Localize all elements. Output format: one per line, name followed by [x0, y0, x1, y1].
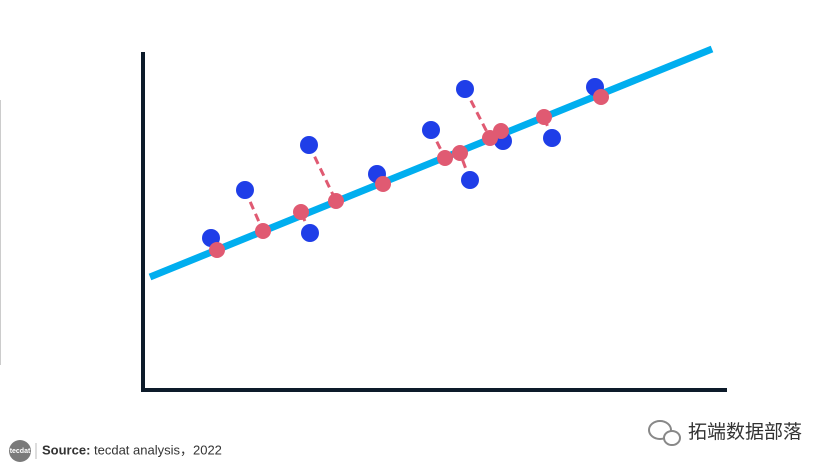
- point: [236, 181, 254, 199]
- projection: [375, 176, 391, 192]
- watermark-icon: [648, 420, 672, 440]
- projection: [452, 145, 468, 161]
- point: [456, 80, 474, 98]
- source-label: Source:: [42, 442, 90, 457]
- projection: [593, 89, 609, 105]
- projection: [328, 193, 344, 209]
- point: [300, 136, 318, 154]
- watermark-group: 拓端数据部落: [648, 420, 802, 446]
- projection: [493, 123, 509, 139]
- watermark-icon: [663, 430, 681, 446]
- projection: [255, 223, 271, 239]
- point: [301, 224, 319, 242]
- projections: [202, 78, 609, 258]
- point: [422, 121, 440, 139]
- projection: [293, 204, 309, 220]
- source-text: tecdat analysis，2022: [94, 442, 222, 457]
- axes: [141, 52, 727, 392]
- fit-line: [148, 45, 714, 281]
- residual: [463, 88, 492, 139]
- point: [461, 171, 479, 189]
- projection: [437, 150, 453, 166]
- watermark: 拓端数据部落: [688, 421, 802, 443]
- logo-text: tecdat: [10, 448, 31, 455]
- residual: [307, 144, 338, 202]
- projection: [536, 109, 552, 125]
- projection: [209, 242, 225, 258]
- logo-circle: [9, 440, 31, 462]
- point: [543, 129, 561, 147]
- footer: tecdat Source: tecdat analysis，2022: [9, 440, 222, 462]
